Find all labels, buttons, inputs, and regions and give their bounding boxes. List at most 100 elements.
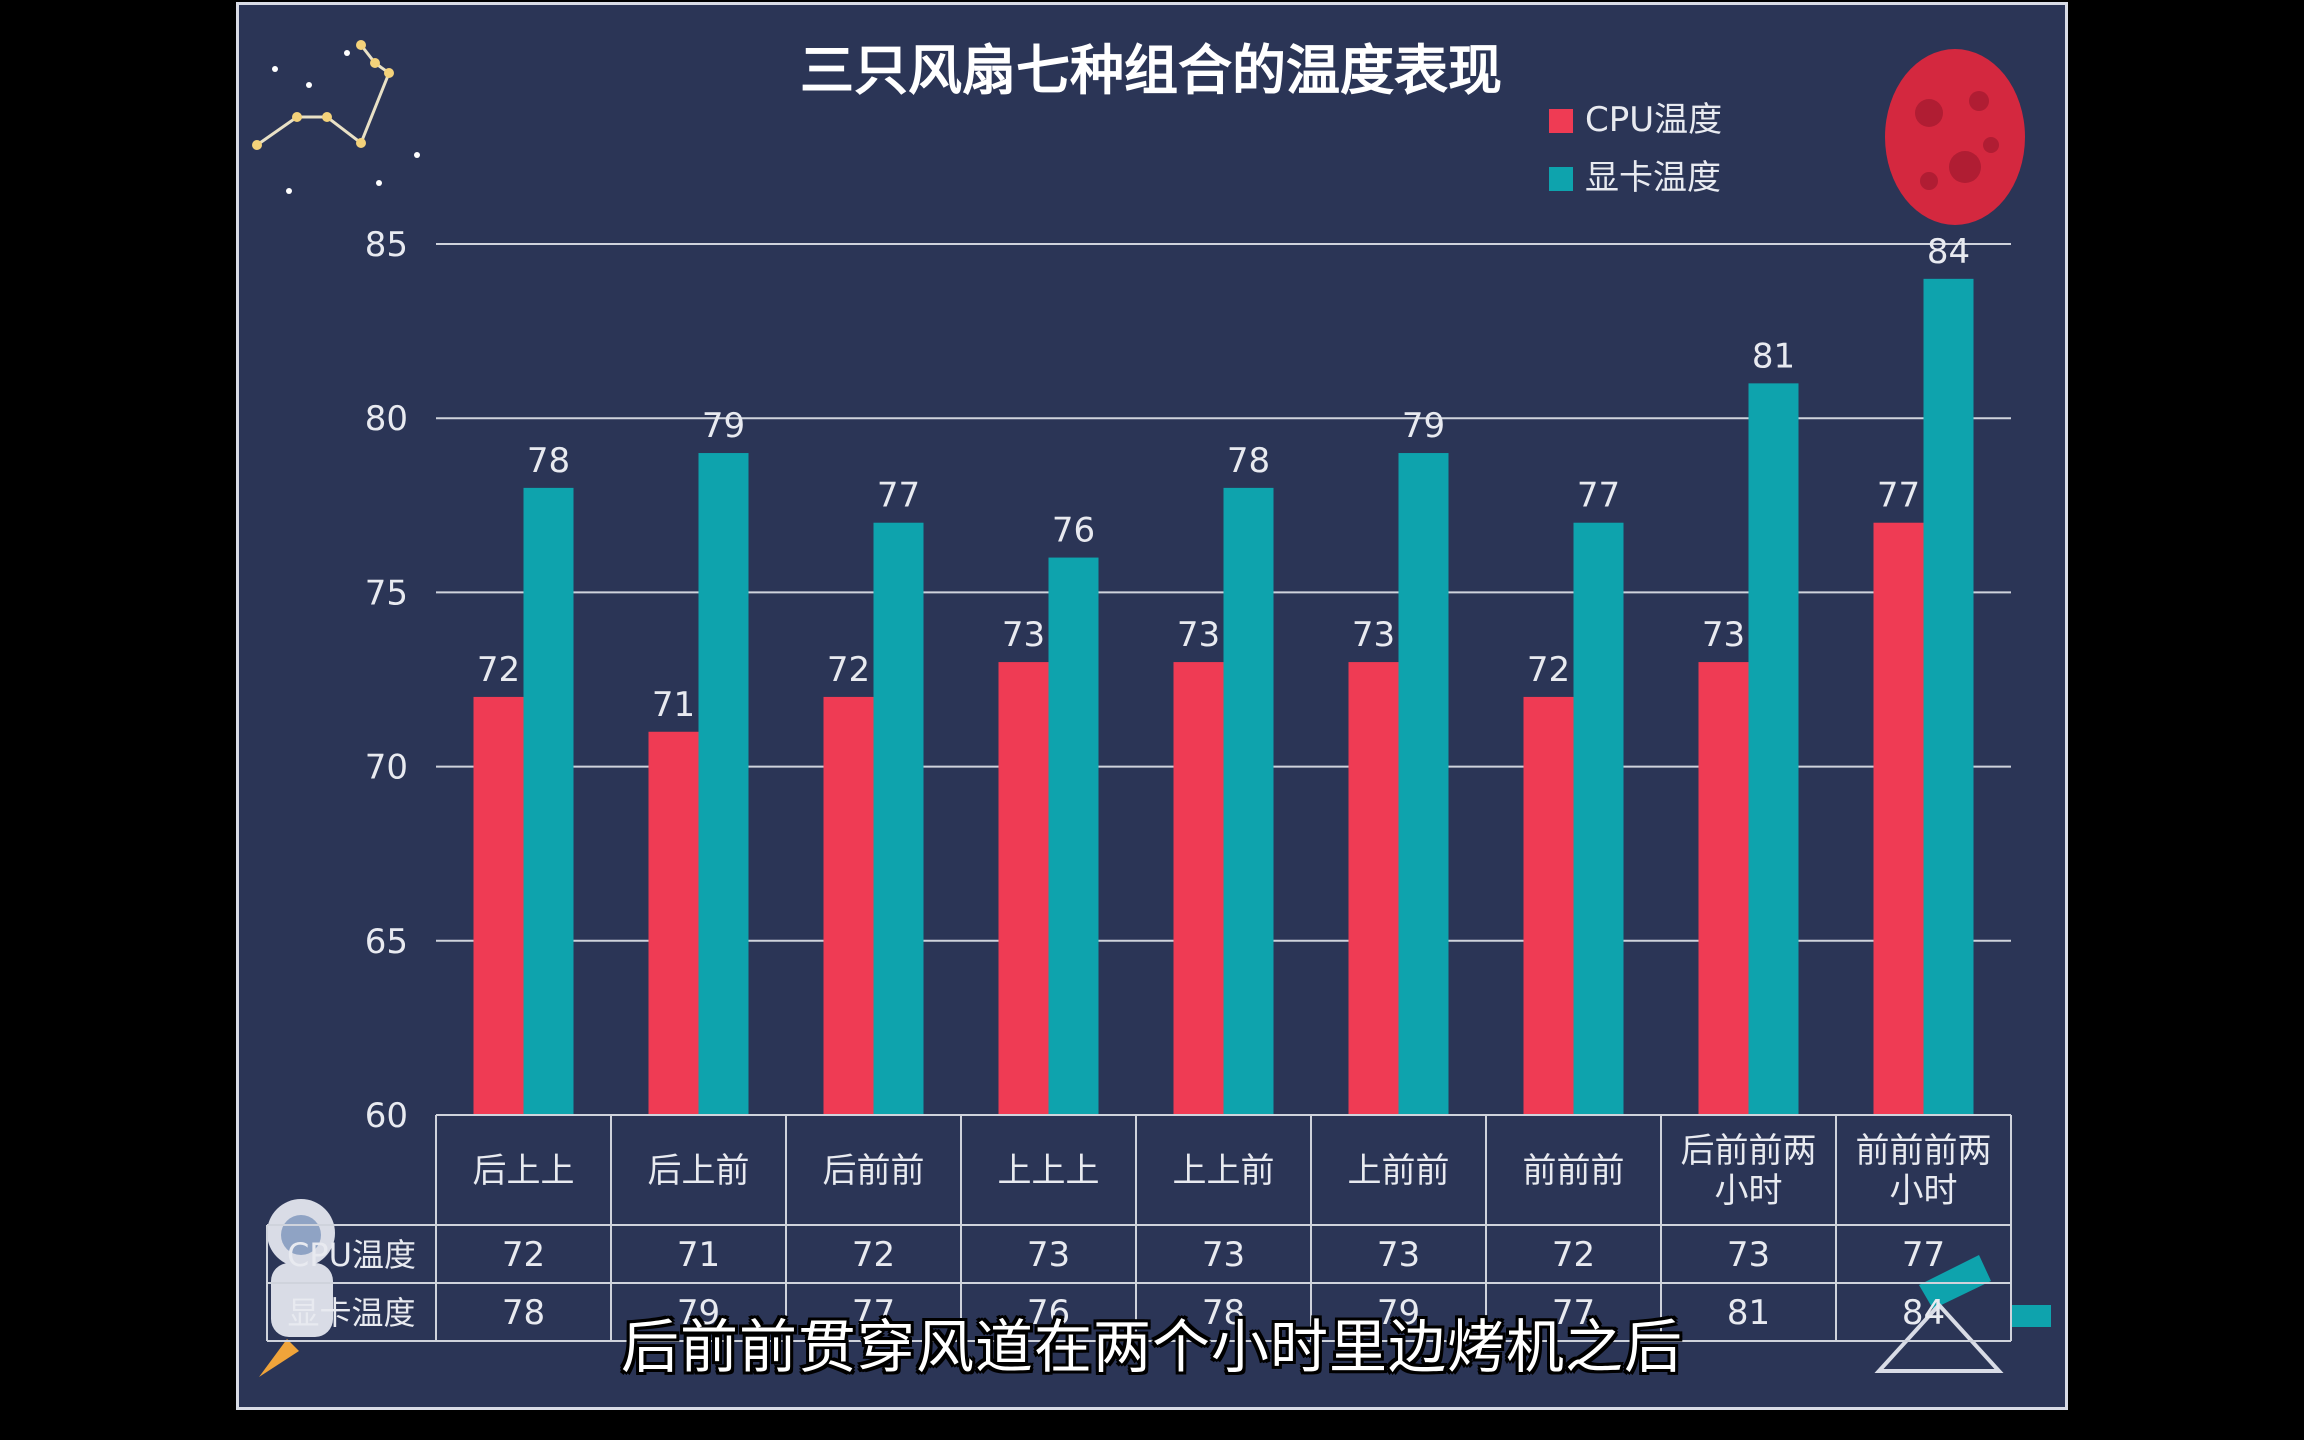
x-category-label: 上前前	[1348, 1151, 1450, 1191]
data-label: 72	[477, 650, 520, 690]
table-cell: 73	[1377, 1235, 1420, 1275]
data-label: 76	[1052, 511, 1095, 551]
planet-crater	[1949, 151, 1981, 183]
video-subtitle: 后前前贯穿风道在两个小时里边烤机之后	[620, 1313, 1683, 1381]
telescope-stand	[1874, 1302, 2004, 1373]
data-label: 72	[827, 650, 870, 690]
data-label: 84	[1927, 232, 1970, 272]
planet-icon	[1885, 49, 2025, 225]
data-label: 79	[1402, 406, 1445, 446]
constellation-icon	[252, 40, 420, 194]
bar	[523, 487, 574, 1115]
table-cell: 77	[1552, 1293, 1595, 1333]
y-tick-label: 80	[365, 399, 408, 439]
planet-crater	[1915, 99, 1943, 127]
bar	[1698, 662, 1749, 1115]
chart-slide: 72 71 72 73 73 73 72 73 77 78 79 77 76 78 79 77 81 84 60 6…	[236, 2, 2068, 1410]
y-axis: 60 65 70 75 80 85	[365, 225, 408, 1136]
table-cell: 72	[1552, 1235, 1595, 1275]
star-dot	[344, 50, 350, 56]
constellation-star	[252, 140, 262, 150]
bar	[473, 696, 524, 1115]
data-label: 73	[1352, 615, 1395, 655]
table-cell: 78	[502, 1293, 545, 1333]
table-cell: 73	[1727, 1235, 1770, 1275]
planet-crater	[1983, 137, 1999, 153]
satellite-dish	[2011, 1305, 2051, 1327]
planet-crater	[1969, 91, 1989, 111]
data-label: 73	[1702, 615, 1745, 655]
table-cell: 73	[1202, 1235, 1245, 1275]
star-dot	[376, 180, 382, 186]
y-tick-label: 70	[365, 748, 408, 788]
bar	[1748, 383, 1799, 1115]
x-category-label: 小时	[1715, 1171, 1783, 1211]
chart-title: 三只风扇七种组合的温度表现	[800, 39, 1502, 102]
x-category-label: 前前前两	[1856, 1131, 1992, 1171]
table-cell: 84	[1902, 1293, 1945, 1333]
data-label: 81	[1752, 336, 1795, 376]
table-cell: 76	[1027, 1293, 1070, 1333]
rocket-flame	[259, 1339, 299, 1377]
legend-label: 显卡温度	[1585, 158, 1721, 198]
table-cell: 71	[677, 1235, 720, 1275]
y-tick-label: 75	[365, 573, 408, 613]
table-cell: 81	[1727, 1293, 1770, 1333]
bar	[1523, 696, 1574, 1115]
bars	[473, 278, 1974, 1116]
table-cell: 77	[852, 1293, 895, 1333]
y-tick-label: 85	[365, 225, 408, 265]
constellation-star	[384, 68, 394, 78]
data-label: 77	[877, 476, 920, 516]
constellation-star	[356, 138, 366, 148]
legend-swatch	[1549, 109, 1573, 133]
table-cell: 72	[852, 1235, 895, 1275]
bar	[1048, 557, 1099, 1115]
table-cell: 79	[1377, 1293, 1420, 1333]
bar	[698, 453, 749, 1115]
planet-body	[1885, 49, 2025, 225]
legend-label: CPU温度	[1585, 100, 1722, 140]
bar	[1173, 662, 1224, 1115]
constellation-star	[356, 40, 366, 50]
star-dot	[286, 188, 292, 194]
star-dot	[306, 82, 312, 88]
data-label: 77	[1577, 476, 1620, 516]
x-category-label: 上上前	[1173, 1151, 1275, 1191]
data-label: 72	[1527, 650, 1570, 690]
constellation-line	[256, 44, 391, 147]
x-category-label: 后上前	[648, 1151, 750, 1191]
bar	[1348, 662, 1399, 1115]
data-label: 79	[702, 406, 745, 446]
constellation-star	[322, 112, 332, 122]
table-row-label: CPU温度	[287, 1236, 416, 1274]
table-cell: 72	[502, 1235, 545, 1275]
data-label: 73	[1002, 615, 1045, 655]
data-label: 78	[527, 441, 570, 481]
constellation-star	[292, 112, 302, 122]
bar	[1398, 453, 1449, 1115]
table-cell: 73	[1027, 1235, 1070, 1275]
data-label: 73	[1177, 615, 1220, 655]
data-label: 71	[652, 685, 695, 725]
bar	[998, 662, 1049, 1115]
x-category-label: 前前前	[1523, 1151, 1625, 1191]
bar	[823, 696, 874, 1115]
y-tick-label: 65	[365, 922, 408, 962]
table-cell: 79	[677, 1293, 720, 1333]
table-cell: 77	[1902, 1235, 1945, 1275]
bar	[1873, 522, 1924, 1115]
bar	[1223, 487, 1274, 1115]
x-category-label: 后前前两	[1681, 1131, 1817, 1171]
y-tick-label: 60	[365, 1096, 408, 1136]
table-row-label: 显卡温度	[287, 1294, 415, 1332]
star-dot	[272, 66, 278, 72]
x-category-label: 上上上	[998, 1151, 1100, 1191]
planet-crater	[1920, 172, 1938, 190]
data-labels: 72 71 72 73 73 73 72 73 77 78 79 77 76 78 79 77 81 84	[477, 232, 1970, 725]
data-label: 77	[1877, 476, 1920, 516]
